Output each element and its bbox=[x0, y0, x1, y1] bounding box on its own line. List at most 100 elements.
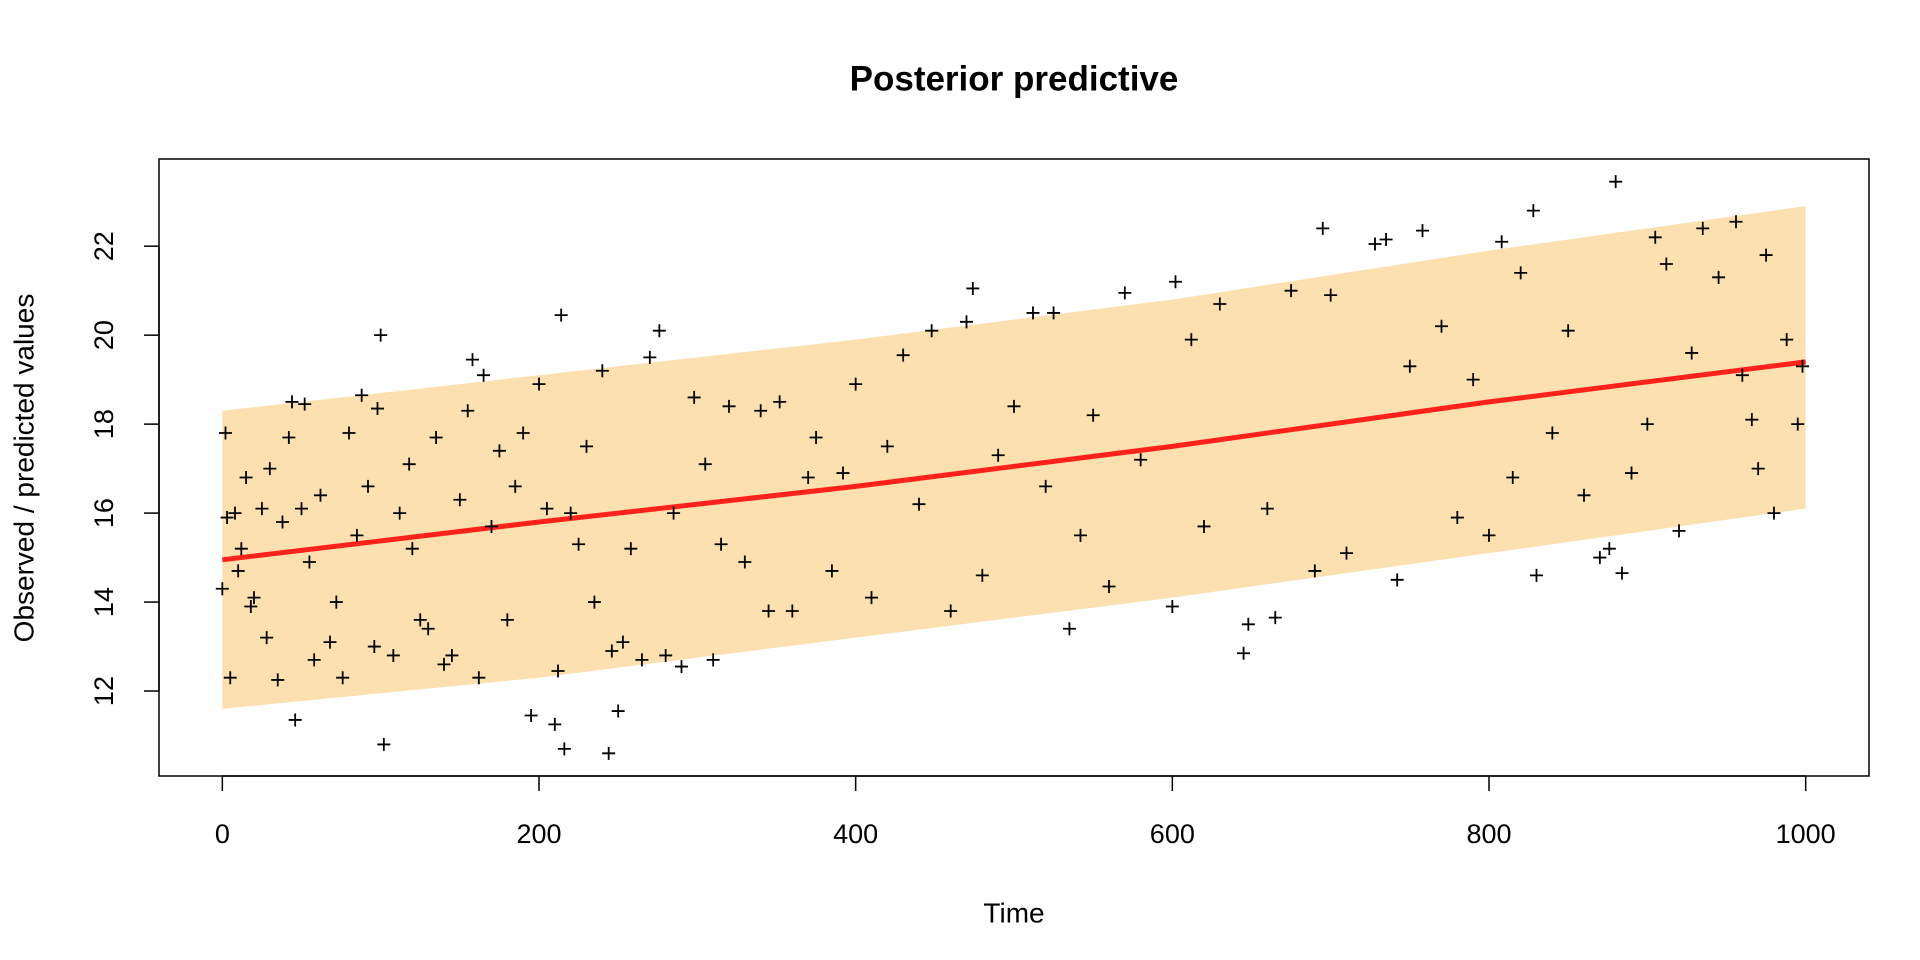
observed-point bbox=[377, 737, 391, 751]
observed-point bbox=[738, 555, 752, 569]
x-tick-label: 400 bbox=[833, 819, 878, 849]
observed-point bbox=[1615, 566, 1629, 580]
observed-point bbox=[288, 713, 302, 727]
observed-point bbox=[966, 281, 980, 295]
observed-point bbox=[260, 631, 274, 645]
observed-point bbox=[1118, 286, 1132, 300]
observed-point bbox=[485, 519, 498, 533]
observed-point bbox=[271, 673, 285, 687]
observed-point bbox=[1672, 524, 1686, 538]
observed-point bbox=[722, 399, 736, 413]
observed-point bbox=[714, 537, 728, 551]
observed-point bbox=[1416, 224, 1429, 238]
observed-point bbox=[557, 742, 571, 756]
observed-point bbox=[1450, 511, 1464, 525]
observed-point bbox=[386, 648, 400, 662]
observed-point bbox=[1712, 270, 1726, 284]
observed-point bbox=[1659, 257, 1673, 271]
observed-point bbox=[1086, 408, 1100, 422]
observed-point bbox=[247, 591, 261, 605]
observed-point bbox=[219, 426, 232, 440]
y-tick-label: 12 bbox=[89, 676, 119, 706]
observed-point bbox=[1745, 413, 1759, 427]
observed-point bbox=[1791, 417, 1805, 431]
observed-point bbox=[548, 717, 562, 731]
y-tick-label: 20 bbox=[89, 320, 119, 350]
observed-point bbox=[1102, 579, 1116, 593]
observed-point bbox=[500, 613, 514, 627]
observed-point bbox=[374, 328, 388, 342]
observed-point bbox=[437, 657, 451, 671]
x-tick-label: 0 bbox=[215, 819, 230, 849]
observed-point bbox=[492, 444, 506, 458]
observed-point bbox=[540, 502, 554, 516]
observed-point bbox=[616, 635, 630, 649]
observed-point bbox=[785, 604, 799, 618]
observed-point bbox=[1184, 333, 1198, 347]
observed-point bbox=[231, 564, 245, 578]
observed-point bbox=[472, 671, 486, 685]
observed-point bbox=[849, 377, 863, 391]
observed-point bbox=[402, 457, 416, 471]
observed-point bbox=[1767, 506, 1781, 520]
observed-point bbox=[659, 648, 673, 662]
observed-point bbox=[564, 506, 578, 520]
observed-point bbox=[1602, 542, 1616, 556]
observed-point bbox=[1268, 611, 1282, 625]
observed-point bbox=[263, 462, 277, 476]
observed-point bbox=[371, 402, 384, 416]
observed-point bbox=[675, 660, 688, 674]
observed-point bbox=[307, 653, 321, 667]
y-tick-label: 22 bbox=[89, 231, 119, 261]
observed-point bbox=[302, 555, 316, 569]
observed-point bbox=[1435, 319, 1448, 333]
observed-point bbox=[350, 528, 364, 542]
y-tick-label: 18 bbox=[89, 409, 119, 439]
observed-point bbox=[285, 395, 299, 409]
observed-point bbox=[698, 457, 712, 471]
observed-point bbox=[944, 604, 958, 618]
observed-point bbox=[1260, 502, 1274, 516]
chart-title: Posterior predictive bbox=[850, 59, 1179, 98]
observed-point bbox=[1134, 453, 1148, 467]
observed-point bbox=[551, 664, 565, 678]
observed-point bbox=[453, 493, 467, 507]
observed-point bbox=[405, 542, 419, 556]
observed-point bbox=[1514, 266, 1528, 280]
observed-point bbox=[314, 488, 327, 502]
observed-point bbox=[1237, 646, 1251, 660]
observed-point bbox=[762, 604, 776, 618]
observed-point bbox=[706, 653, 720, 667]
observed-point bbox=[595, 364, 609, 378]
y-axis-label: Observed / predicted values bbox=[8, 294, 39, 643]
observed-point bbox=[1593, 551, 1607, 565]
observed-point bbox=[1796, 359, 1809, 373]
observed-point bbox=[445, 648, 459, 662]
observed-point bbox=[532, 377, 546, 391]
observed-point bbox=[912, 497, 926, 511]
observed-point bbox=[1403, 359, 1417, 373]
observed-point bbox=[220, 511, 234, 525]
observed-point bbox=[1530, 568, 1543, 582]
observed-point bbox=[611, 704, 625, 718]
observed-point bbox=[516, 426, 530, 440]
observed-point bbox=[1526, 204, 1540, 218]
observed-point bbox=[825, 564, 839, 578]
observed-point bbox=[1759, 248, 1773, 262]
observed-point bbox=[1735, 368, 1749, 382]
observed-point bbox=[896, 348, 910, 362]
y-tick-label: 14 bbox=[89, 587, 119, 617]
observed-point bbox=[234, 542, 248, 556]
observed-point bbox=[1165, 600, 1179, 614]
observed-point bbox=[1685, 346, 1699, 360]
observed-point bbox=[1379, 233, 1393, 247]
observed-point bbox=[1466, 373, 1480, 387]
observed-point bbox=[652, 324, 666, 338]
observed-point bbox=[1482, 528, 1496, 542]
observed-point bbox=[991, 448, 1005, 462]
observed-point bbox=[239, 471, 253, 485]
observed-point bbox=[295, 502, 308, 516]
x-tick-label: 600 bbox=[1150, 819, 1195, 849]
observed-point bbox=[477, 368, 491, 382]
observed-point bbox=[413, 613, 427, 627]
